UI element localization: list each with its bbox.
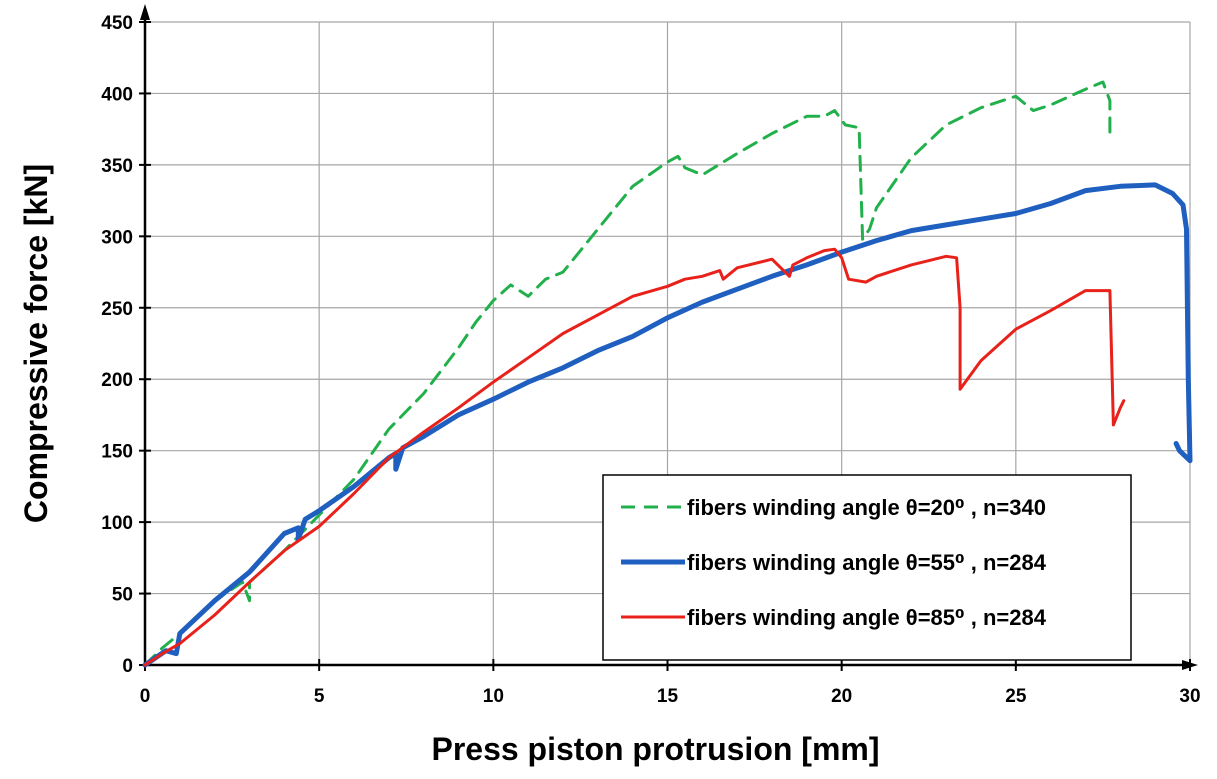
y-tick-label: 0: [122, 656, 133, 677]
y-tick-label: 250: [101, 299, 133, 320]
x-tick-label: 15: [657, 686, 679, 707]
y-tick-label: 450: [101, 13, 133, 34]
x-tick-label: 25: [1005, 686, 1027, 707]
x-tick-label: 20: [831, 686, 852, 707]
y-tick-label: 400: [101, 84, 133, 105]
y-tick-label: 50: [112, 585, 133, 606]
y-tick-label: 100: [101, 513, 133, 534]
y-axis-title: Compressive force [kN]: [18, 164, 54, 523]
y-tick-label: 350: [101, 156, 133, 177]
x-axis-title: Press piston protrusion [mm]: [431, 731, 879, 767]
x-tick-label: 5: [314, 686, 325, 707]
legend-label-2: fibers winding angle θ=55⁰ , n=284: [687, 550, 1047, 575]
y-tick-label: 150: [101, 442, 133, 463]
legend-label-3: fibers winding angle θ=85⁰ , n=284: [687, 605, 1047, 630]
y-tick-label: 300: [101, 227, 133, 248]
x-tick-label: 10: [483, 686, 504, 707]
y-tick-label: 200: [101, 370, 133, 391]
legend-label-1: fibers winding angle θ=20⁰ , n=340: [687, 495, 1046, 520]
x-tick-label: 0: [140, 686, 151, 707]
x-tick-label: 30: [1179, 686, 1200, 707]
y-axis-arrow-icon: [140, 4, 150, 20]
